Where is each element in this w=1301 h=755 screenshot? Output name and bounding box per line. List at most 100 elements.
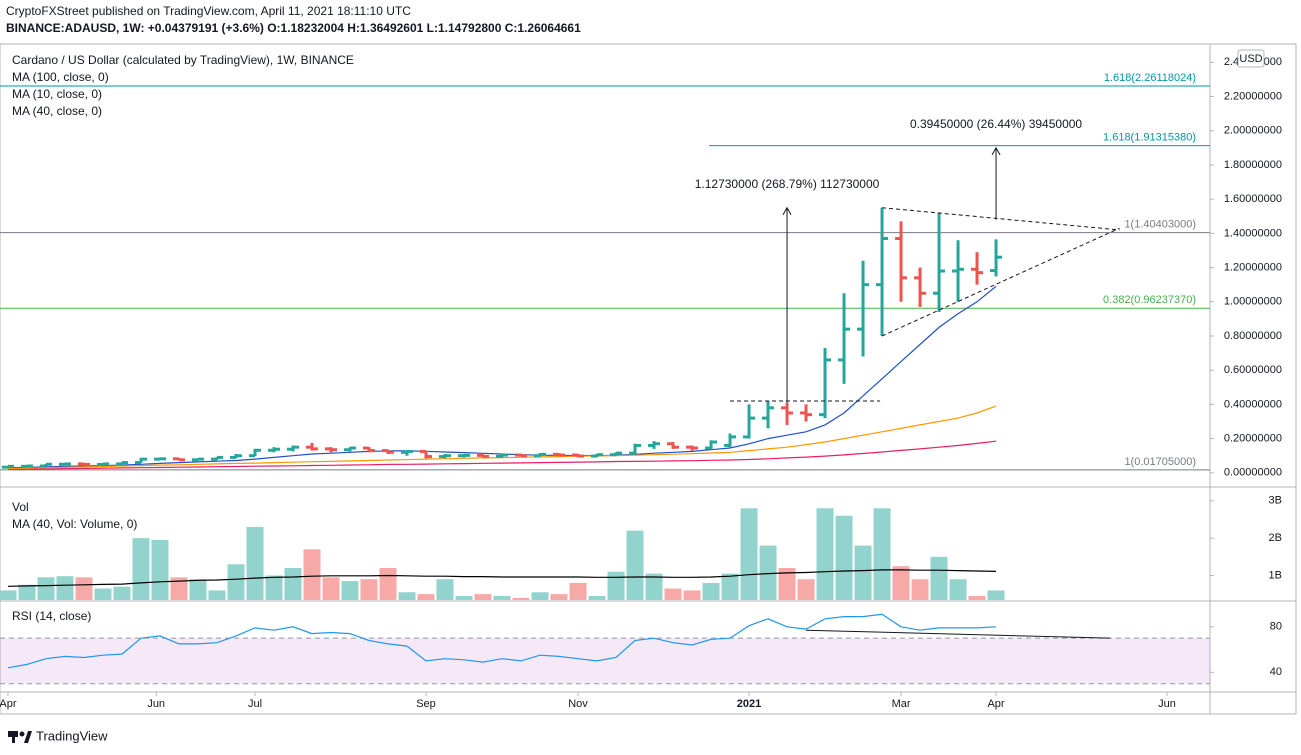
volume-bar (417, 594, 435, 600)
volume-bar (550, 594, 568, 600)
y-tick-label: 2.20000000 (1224, 90, 1282, 102)
trendline (881, 207, 1120, 231)
rsi-pane (0, 613, 1210, 685)
y-tick-label: 2.00000000 (1224, 125, 1282, 137)
legend-entry: MA (100, close, 0) (12, 70, 109, 84)
x-tick-label: Mar (892, 698, 911, 710)
y-tick-label: 80 (1270, 621, 1282, 633)
volume-bar (759, 545, 777, 600)
volume-bar (512, 597, 530, 600)
y-tick-label: 1.60000000 (1224, 193, 1282, 205)
x-tick-label: Nov (568, 698, 588, 710)
volume-bar (170, 577, 188, 600)
volume-bar (854, 545, 872, 600)
volume-bar (132, 538, 150, 600)
y-tick-label: 1.00000000 (1224, 296, 1282, 308)
volume-bar (113, 586, 131, 600)
volume-bar (341, 581, 359, 600)
volume-bar (75, 577, 93, 600)
volume-bar (474, 594, 492, 600)
indicator-line (7, 440, 997, 470)
rsi-band (0, 638, 1210, 684)
y-tick-label: 1B (1269, 569, 1282, 581)
volume-bar (151, 540, 169, 600)
x-tick-label: 2021 (737, 698, 761, 710)
arrow-head (782, 206, 792, 215)
fib-label: 1(0.01705000) (1124, 456, 1196, 468)
volume-bar (683, 590, 701, 600)
fib-label: 1.618(2.26118024) (1104, 72, 1196, 84)
x-tick-label: Apr (987, 698, 1004, 710)
legend-entry: MA (10, close, 0) (12, 87, 102, 101)
volume-bar (436, 579, 454, 600)
y-tick-label: 0.00000000 (1224, 467, 1282, 479)
y-tick-label: 2B (1269, 532, 1282, 544)
volume-bar (455, 596, 473, 600)
legend-entry: MA (40, Vol: Volume, 0) (12, 517, 137, 531)
volume-bar (322, 577, 340, 600)
volume-bar (911, 579, 929, 600)
symbol-line: BINANCE:ADAUSD, 1W: +0.04379191 (+3.6%) … (6, 21, 581, 35)
volume-bar (189, 579, 207, 600)
volume-bar (892, 566, 910, 600)
volume-bar (379, 568, 397, 600)
tradingview-logo (8, 731, 32, 743)
y-tick-label: 40 (1270, 666, 1282, 678)
currency-label: USD (1239, 53, 1262, 65)
volume-bar (645, 573, 663, 600)
y-tick-label: 0.20000000 (1224, 433, 1282, 445)
indicator-line (7, 613, 997, 669)
volume-bar (816, 508, 834, 600)
volume-bar (37, 577, 55, 600)
published-line: CryptoFXStreet published on TradingView.… (6, 4, 411, 18)
indicator-line (7, 569, 997, 587)
volume-pane (0, 508, 1005, 600)
price-pane: 1.618(2.26118024) 1.618(1.91315380) 1(1.40… (0, 72, 1210, 471)
measure-label: 1.12730000 (268.79%) 112730000 (695, 177, 880, 191)
volume-bar (968, 596, 986, 600)
fib-label: 1.618(1.91315380) (1103, 131, 1196, 143)
x-tick-label: Sep (416, 698, 436, 710)
y-tick-label: 1.40000000 (1224, 227, 1282, 239)
volume-bar (246, 526, 264, 600)
volume-bar (930, 556, 948, 600)
indicator-line (7, 285, 997, 469)
volume-bar (284, 568, 302, 600)
rsi-title: RSI (14, close) (12, 609, 91, 623)
y-tick-label: 0.80000000 (1224, 330, 1282, 342)
divergence-line (806, 629, 1111, 639)
volume-bar (721, 573, 739, 600)
volume-bar (702, 582, 720, 600)
volume-bar (949, 579, 967, 600)
measure-label: 0.39450000 (26.44%) 39450000 (910, 117, 1082, 131)
volume-bar (664, 588, 682, 600)
y-tick-label: 1.20000000 (1224, 261, 1282, 273)
volume-bar (531, 592, 549, 600)
volume-bar (797, 579, 815, 600)
volume-bar (493, 596, 511, 600)
volume-bar (303, 549, 321, 600)
arrow-head (991, 146, 1001, 156)
x-tick-label: Jun (147, 698, 165, 710)
volume-bar (607, 571, 625, 600)
footer-brand: TradingView (36, 728, 108, 743)
y-tick-label: 0.60000000 (1224, 364, 1282, 376)
volume-bar (18, 584, 36, 600)
y-tick-label: 1.80000000 (1224, 159, 1282, 171)
volume-bar (0, 590, 17, 600)
volume-bar (588, 596, 606, 600)
volume-bar (987, 590, 1005, 600)
volume-bar (569, 582, 587, 600)
x-tick-label: Jun (1158, 698, 1176, 710)
volume-bar (227, 564, 245, 600)
volume-bar (626, 530, 644, 600)
chart-frame (0, 43, 1297, 715)
volume-bar (208, 590, 226, 600)
volume-bar (265, 575, 283, 600)
fib-label: 0.382(0.96237370) (1103, 294, 1196, 306)
fib-label: 1(1.40403000) (1124, 219, 1196, 231)
volume-bar (778, 568, 796, 600)
volume-bar (56, 576, 74, 600)
